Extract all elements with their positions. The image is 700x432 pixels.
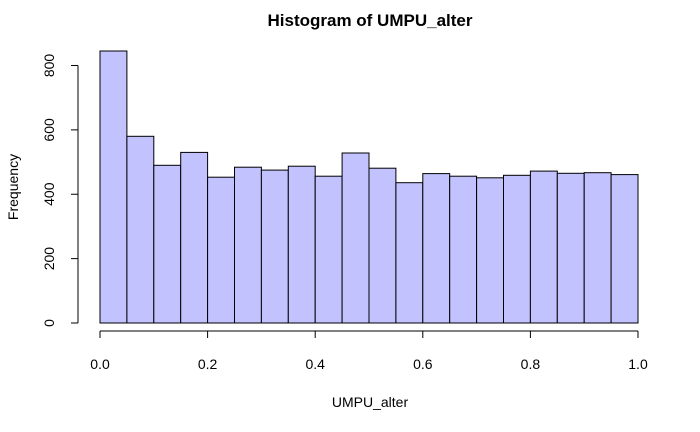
y-tick-label: 200 [41, 247, 57, 271]
histogram-bar [556, 172, 585, 324]
x-tick-label: 0.4 [305, 356, 325, 372]
histogram-bar [234, 166, 262, 324]
histogram-bar [260, 169, 289, 324]
histogram-bar [180, 151, 209, 324]
histogram-bar [583, 172, 612, 324]
histogram-bar [287, 165, 316, 324]
x-tick-label: 1.0 [628, 356, 648, 372]
histogram-bar [610, 174, 639, 324]
y-axis: 0 200 400 600 800 [41, 54, 79, 327]
histogram-bar [503, 174, 531, 324]
histogram-bar [529, 170, 558, 324]
x-axis-label: UMPU_alter [332, 394, 409, 410]
x-axis: 0.0 0.2 0.4 0.6 0.8 1.0 [90, 330, 648, 372]
histogram-bar [449, 175, 478, 324]
x-tick-label: 0.0 [90, 356, 110, 372]
y-tick-label: 800 [41, 54, 57, 78]
histogram-bar [126, 135, 155, 324]
y-axis-label: Frequency [5, 154, 21, 220]
histogram-bar [314, 175, 343, 324]
histogram-bar [207, 176, 236, 324]
histogram-bar [153, 164, 182, 324]
bars-group [99, 50, 639, 324]
x-tick-label: 0.6 [413, 356, 433, 372]
x-tick-label: 0.2 [198, 356, 218, 372]
y-tick-label: 0 [41, 319, 57, 327]
histogram-bar [476, 177, 505, 324]
histogram-bar [422, 173, 451, 324]
histogram-bar [395, 182, 424, 324]
y-tick-label: 600 [41, 118, 57, 142]
histogram-bar [368, 167, 397, 324]
y-tick-label: 400 [41, 182, 57, 206]
histogram-bar [99, 50, 128, 324]
x-tick-label: 0.8 [521, 356, 541, 372]
histogram-bar [341, 152, 370, 324]
chart-title: Histogram of UMPU_alter [268, 11, 473, 30]
